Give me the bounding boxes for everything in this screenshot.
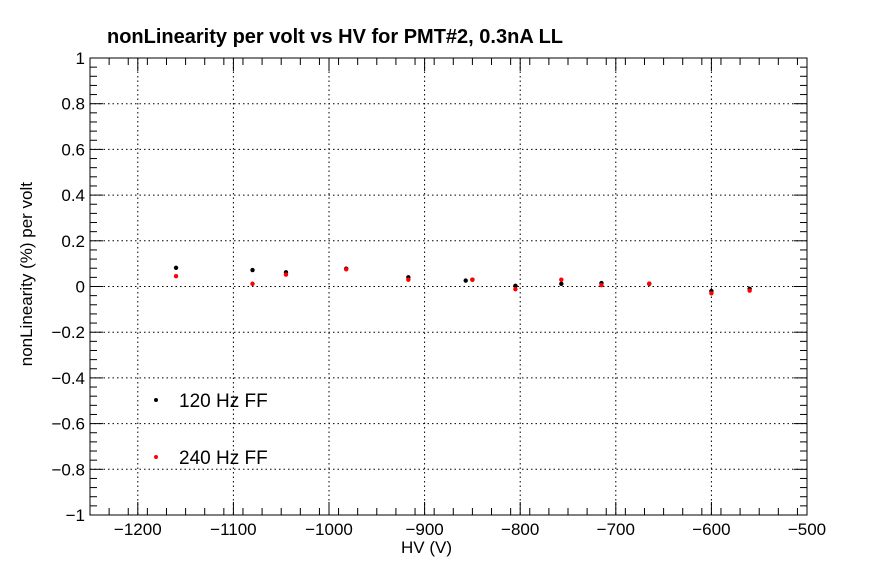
legend-label-120hz: 120 Hz FF	[179, 391, 268, 412]
x-tick-label: −600	[692, 520, 730, 539]
legend-label-240hz: 240 Hz FF	[179, 448, 268, 469]
y-tick-label: 0.8	[61, 95, 85, 114]
x-tick-label: −1000	[305, 520, 353, 539]
point-240hz	[173, 274, 179, 279]
x-tick-label: −1200	[114, 520, 162, 539]
plot-frame	[89, 57, 808, 516]
axis-ticks	[89, 57, 808, 516]
chart-title: nonLinearity per volt vs HV for PMT#2, 0…	[107, 26, 563, 48]
y-axis-label: nonLinearity (%) per volt	[17, 182, 36, 367]
legend-entry-240hz: 240 Hz FF	[154, 448, 268, 469]
legend-marker-240hz	[154, 455, 158, 459]
legend: 120 Hz FF 240 Hz FF	[154, 391, 268, 469]
y-tick-label: −0.8	[51, 460, 85, 479]
point-240hz	[406, 277, 411, 282]
point-240hz	[513, 287, 518, 292]
x-tick-labels: −1200 −1100 −1000 −900 −800 −700 −600 −500	[114, 520, 826, 539]
point-120hz	[173, 265, 179, 270]
x-tick-label: −700	[597, 520, 635, 539]
x-tick-label: −800	[501, 520, 539, 539]
y-tick-label: 0.4	[61, 186, 85, 205]
grid	[90, 58, 807, 515]
point-240hz	[709, 291, 714, 296]
data-points	[173, 265, 752, 296]
y-tick-label: −0.6	[51, 415, 85, 434]
point-240hz	[647, 281, 652, 286]
y-tick-label: −0.4	[51, 369, 85, 388]
point-120hz	[463, 278, 468, 283]
point-240hz	[559, 277, 564, 282]
x-tick-label: −900	[405, 520, 443, 539]
y-tick-label: 0.6	[61, 140, 85, 159]
point-240hz	[283, 272, 289, 277]
point-240hz	[599, 282, 604, 288]
legend-marker-120hz	[154, 398, 158, 402]
y-tick-label: −0.2	[51, 323, 85, 342]
x-axis-label: HV (V)	[401, 538, 452, 557]
point-240hz	[344, 267, 349, 272]
point-240hz	[747, 288, 752, 293]
point-240hz	[470, 277, 475, 282]
y-tick-labels: −1 −0.8 −0.6 −0.4 −0.2 0 0.2 0.4 0.6 0.8 1	[51, 49, 85, 525]
point-120hz	[559, 281, 564, 286]
y-tick-label: 0.2	[61, 232, 85, 251]
point-240hz	[250, 281, 255, 286]
point-120hz	[250, 267, 255, 273]
x-tick-label: −500	[788, 520, 826, 539]
y-tick-label: −1	[66, 506, 85, 525]
point-120hz	[513, 283, 518, 289]
x-tick-label: −1100	[210, 520, 256, 539]
y-tick-label: 1	[76, 49, 85, 68]
y-tick-label: 0	[76, 278, 85, 297]
legend-entry-120hz: 120 Hz FF	[154, 391, 268, 412]
